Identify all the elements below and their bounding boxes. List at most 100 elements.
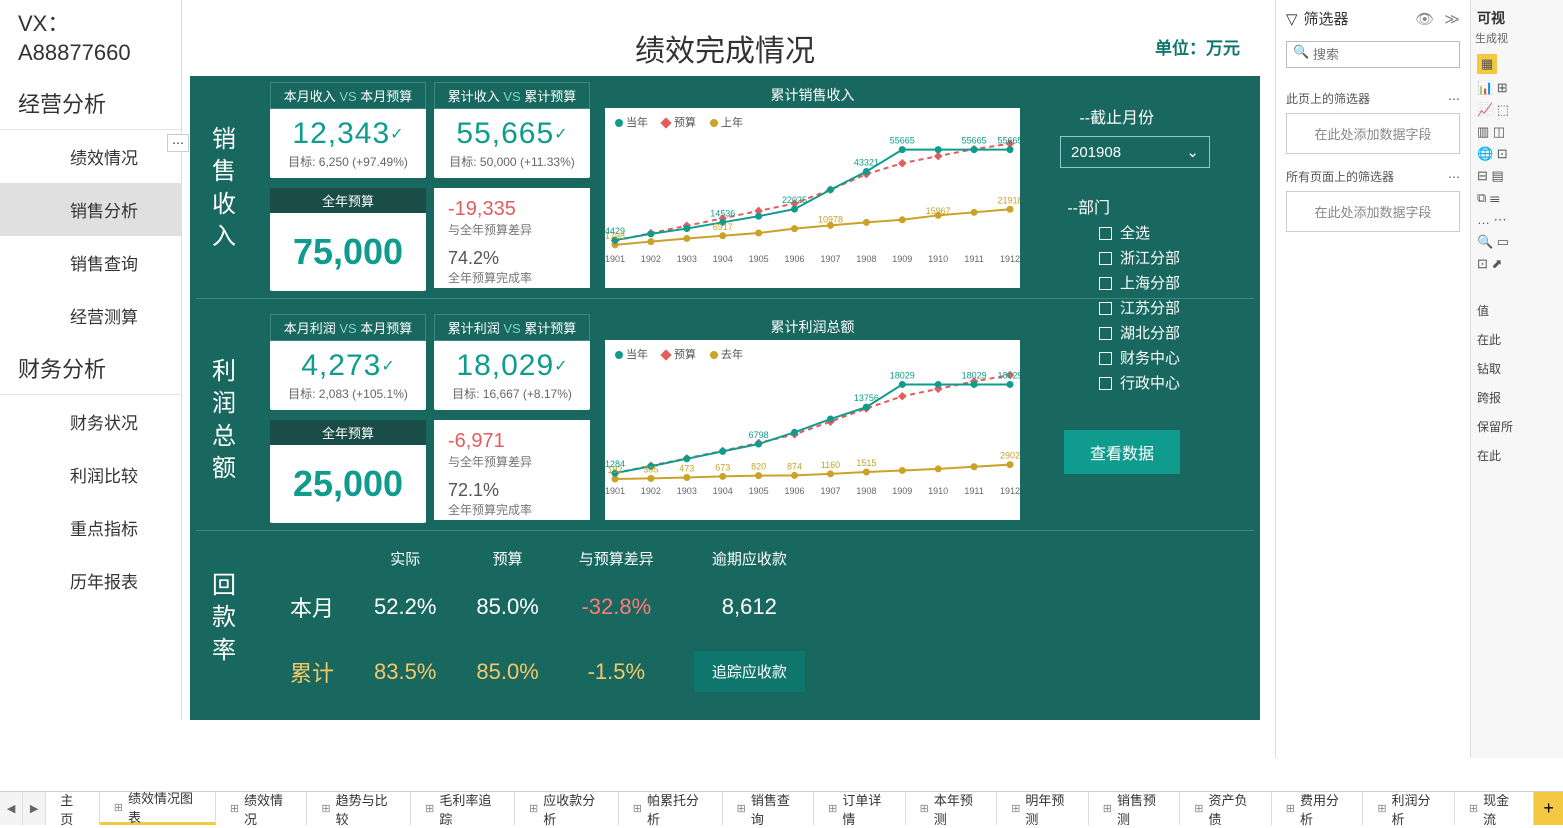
vx-value: A88877660 <box>18 39 163 68</box>
nav-item[interactable]: 利润比较 <box>0 448 181 501</box>
viz-icon[interactable]: … ⋯ <box>1477 212 1557 228</box>
nav-item[interactable]: 财务状况 <box>0 395 181 448</box>
nav-item[interactable]: 经营测算 <box>0 289 181 342</box>
sheet-tab[interactable]: ⊞帕累托分析 <box>619 792 723 825</box>
viz-icon[interactable]: 🌐 ⊡ <box>1477 146 1557 162</box>
svg-text:192: 192 <box>607 465 622 475</box>
dept-checkbox[interactable]: 财务中心 <box>1099 345 1180 370</box>
tab-scroll-right[interactable]: ▶ <box>23 792 46 825</box>
sheet-tab[interactable]: ⊞明年预测 <box>997 792 1089 825</box>
sheet-tab[interactable]: ⊞绩效情况图表 <box>100 792 216 825</box>
more-icon[interactable]: ⋯ <box>1448 92 1460 106</box>
more-icon[interactable]: ⋯ <box>1448 170 1460 184</box>
dept-checkbox[interactable]: 全选 <box>1099 220 1180 245</box>
svg-text:43321: 43321 <box>854 157 879 167</box>
view-data-button[interactable]: 查看数据 <box>1064 430 1180 474</box>
tab-icon: ⊞ <box>529 802 538 815</box>
viz-icon[interactable]: ⧉ ☰ <box>1477 190 1557 206</box>
svg-text:1911: 1911 <box>964 254 983 264</box>
dept-checkbox[interactable]: 江苏分部 <box>1099 295 1180 320</box>
tab-add-button[interactable]: + <box>1534 792 1563 825</box>
viz-icon[interactable]: 📈 ⬚ <box>1477 102 1557 118</box>
viz-icon[interactable]: ▦ <box>1477 54 1497 74</box>
track-receivables-button[interactable]: 追踪应收款 <box>694 651 805 692</box>
nav-item[interactable]: 销售查询 <box>0 236 181 289</box>
svg-text:1902: 1902 <box>641 486 661 496</box>
chart-title: 累计销售收入 <box>605 82 1020 108</box>
svg-text:1904: 1904 <box>713 254 733 264</box>
filter-section-label: 此页上的筛选器 <box>1286 90 1370 107</box>
kpi-profit-diff: -6,971 与全年预算差异 72.1% 全年预算完成率 <box>434 420 590 520</box>
tab-icon: ⊞ <box>114 801 123 814</box>
sheet-tab[interactable]: ⊞趋势与比较 <box>307 792 411 825</box>
tab-icon: ⊞ <box>425 802 434 815</box>
chart-profit[interactable]: 累计利润总额 当年预算去年 19011902190319041905190619… <box>605 314 1020 520</box>
svg-text:22025: 22025 <box>782 195 807 205</box>
svg-text:13756: 13756 <box>854 393 879 403</box>
svg-text:1905: 1905 <box>749 254 769 264</box>
expand-icon[interactable]: ≫ <box>1444 10 1460 28</box>
dept-checkbox[interactable]: 浙江分部 <box>1099 245 1180 270</box>
viz-icon[interactable]: ⊟ ▤ <box>1477 168 1557 184</box>
sheet-tab[interactable]: ⊞销售查询 <box>723 792 815 825</box>
nav-item[interactable]: 历年报表 <box>0 554 181 607</box>
svg-text:1903: 1903 <box>677 486 697 496</box>
diff-value: -19,335 <box>448 198 576 221</box>
svg-text:305: 305 <box>643 464 658 474</box>
viz-icon[interactable]: ⊡ ⬈ <box>1477 256 1557 272</box>
svg-text:1907: 1907 <box>820 486 840 496</box>
tab-icon: ⊞ <box>920 802 929 815</box>
filter-drop-zone[interactable]: 在此处添加数据字段 <box>1286 191 1460 232</box>
kpi-sales-diff: -19,335 与全年预算差异 74.2% 全年预算完成率 <box>434 188 590 288</box>
dept-checkbox[interactable]: 行政中心 <box>1099 370 1180 395</box>
dept-checkbox[interactable]: 上海分部 <box>1099 270 1180 295</box>
nav-item[interactable]: 销售分析 <box>0 183 181 236</box>
legend-item: 当年 <box>615 114 648 130</box>
sheet-tab[interactable]: ⊞利润分析 <box>1363 792 1455 825</box>
title-bar: 绩效完成情况 单位：万元 <box>190 20 1260 76</box>
sheet-tab[interactable]: ⊞毛利率追踪 <box>411 792 515 825</box>
viz-field-label: 保留所 <box>1475 412 1559 441</box>
left-sidebar: VX： A88877660 经营分析 绩效情况⋯销售分析销售查询经营测算 财务分… <box>0 0 182 720</box>
sheet-tab[interactable]: ⊞现金流 <box>1455 792 1534 825</box>
check-icon: ✓ <box>554 126 567 143</box>
svg-text:874: 874 <box>787 461 802 471</box>
svg-text:1910: 1910 <box>928 486 948 496</box>
tab-scroll-left[interactable]: ◀ <box>0 792 23 825</box>
tab-icon: ⊞ <box>737 802 746 815</box>
sheet-tab[interactable]: 主页 <box>46 792 100 825</box>
kpi-value: 25,000 <box>270 445 426 523</box>
nav-item[interactable]: 绩效情况⋯ <box>0 130 181 183</box>
svg-text:1908: 1908 <box>856 254 876 264</box>
kpi-subtitle: 目标: 50,000 (+11.33%) <box>434 153 590 170</box>
nav-item[interactable]: 重点指标 <box>0 501 181 554</box>
sheet-tab[interactable]: ⊞订单详情 <box>814 792 906 825</box>
legend-item: 预算 <box>662 346 696 362</box>
kpi-value: 55,665 <box>456 117 554 150</box>
viz-field-label: 钻取 <box>1475 354 1559 383</box>
filter-search-input[interactable] <box>1286 41 1460 68</box>
sheet-tab[interactable]: ⊞资产负债 <box>1180 792 1272 825</box>
dept-checkbox[interactable]: 湖北分部 <box>1099 320 1180 345</box>
svg-text:1912: 1912 <box>1000 486 1020 496</box>
sheet-tab[interactable]: ⊞费用分析 <box>1272 792 1364 825</box>
sheet-tab[interactable]: ⊞销售预测 <box>1089 792 1181 825</box>
sheet-tab[interactable]: ⊞应收款分析 <box>515 792 619 825</box>
viz-icon[interactable]: ▥ ◫ <box>1477 124 1557 140</box>
check-icon: ✓ <box>381 358 394 375</box>
sheet-tab[interactable]: ⊞本年预测 <box>906 792 998 825</box>
kpi-subtitle: 目标: 6,250 (+97.49%) <box>270 153 426 170</box>
kpi-value: 18,029 <box>456 349 554 382</box>
svg-text:1901: 1901 <box>605 254 625 264</box>
viz-icon[interactable]: 📊 ⊞ <box>1477 80 1557 96</box>
tab-icon: ⊞ <box>321 802 330 815</box>
more-icon[interactable]: ⋯ <box>167 134 189 152</box>
chart-sales[interactable]: 累计销售收入 当年预算上年 19011902190319041905190619… <box>605 82 1020 288</box>
viz-icon[interactable]: 🔍 ▭ <box>1477 234 1557 250</box>
month-select[interactable]: 201908 ⌄ <box>1060 136 1210 168</box>
eye-icon[interactable]: 👁 <box>1415 10 1434 28</box>
sheet-tab[interactable]: ⊞绩效情况 <box>216 792 308 825</box>
filter-drop-zone[interactable]: 在此处添加数据字段 <box>1286 113 1460 154</box>
kpi-sales-cum: 累计收入 VS 累计预算 55,665✓ 目标: 50,000 (+11.33%… <box>434 82 590 178</box>
filter-section-label: 所有页面上的筛选器 <box>1286 168 1394 185</box>
